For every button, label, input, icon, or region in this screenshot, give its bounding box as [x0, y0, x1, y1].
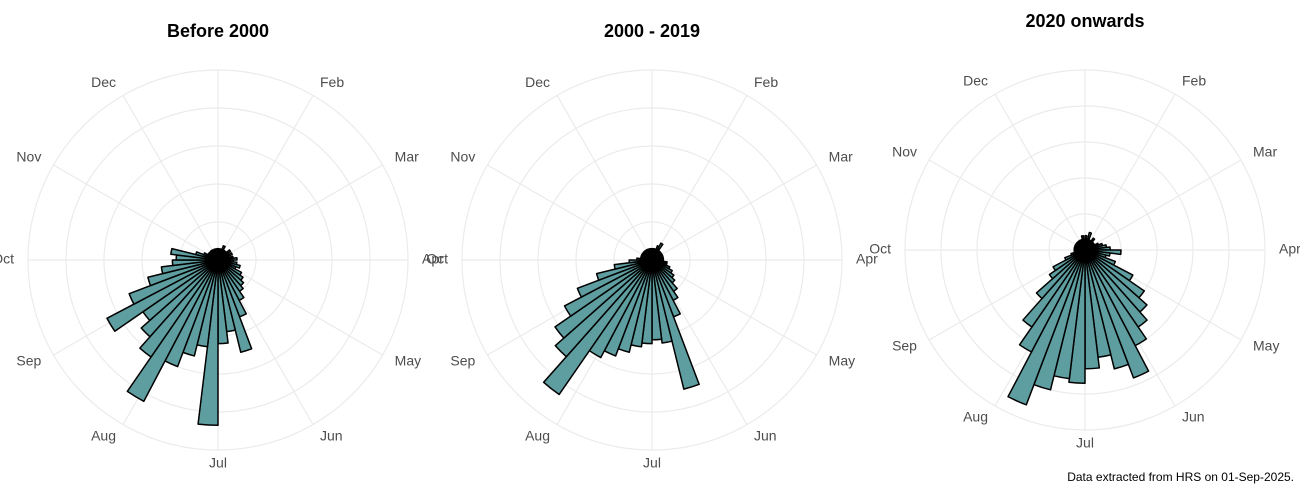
bar: [576, 259, 653, 298]
month-label: May: [1253, 338, 1279, 354]
month-label: Mar: [1253, 144, 1277, 160]
month-label: Jul: [643, 455, 661, 471]
spoke: [994, 93, 1086, 251]
month-label: Dec: [525, 74, 550, 90]
bar: [651, 259, 700, 390]
spoke: [651, 259, 817, 356]
month-label: Mar: [395, 149, 419, 165]
bar: [554, 259, 653, 339]
spoke: [217, 259, 383, 356]
spoke: [217, 95, 314, 261]
month-label: Oct: [869, 241, 891, 257]
spoke: [122, 95, 219, 261]
bar: [147, 259, 219, 287]
bar: [160, 259, 219, 275]
bar: [1082, 238, 1086, 251]
month-label: Jun: [1182, 409, 1205, 425]
month-label: Nov: [16, 149, 41, 165]
month-label: Nov: [892, 144, 917, 160]
month-label: Apr: [1279, 241, 1300, 257]
month-label: Jul: [209, 455, 227, 471]
spoke: [487, 164, 653, 261]
month-label: Jun: [320, 427, 343, 443]
bar: [106, 259, 219, 332]
panel-title: Before 2000: [167, 21, 269, 41]
month-label: Feb: [1182, 73, 1206, 89]
bar: [128, 259, 219, 305]
bar: [554, 259, 653, 358]
bar: [215, 247, 219, 261]
month-label: Jun: [754, 427, 777, 443]
bar: [1084, 249, 1150, 379]
bar: [649, 247, 653, 261]
month-label: Oct: [426, 251, 448, 267]
month-label: May: [829, 353, 855, 369]
bar: [126, 259, 219, 403]
spoke: [217, 164, 383, 261]
panel-title: 2000 - 2019: [604, 21, 700, 41]
month-label: Dec: [963, 73, 988, 89]
spoke: [651, 164, 817, 261]
bar: [217, 259, 253, 353]
month-label: Aug: [963, 409, 988, 425]
month-label: May: [395, 353, 421, 369]
caption: Data extracted from HRS on 01-Sep-2025.: [1067, 470, 1294, 484]
month-label: Dec: [91, 74, 116, 90]
month-label: Sep: [892, 338, 917, 354]
bar: [613, 259, 653, 270]
bar: [542, 259, 653, 396]
bar: [1052, 249, 1086, 272]
month-label: Feb: [754, 74, 778, 90]
bar: [1035, 249, 1086, 300]
bar: [1007, 249, 1086, 406]
month-label: Jul: [1076, 435, 1094, 451]
month-label: Feb: [320, 74, 344, 90]
bar: [651, 259, 673, 344]
bar: [1018, 249, 1086, 353]
bar: [563, 259, 653, 317]
month-label: Oct: [0, 251, 14, 267]
bar: [595, 259, 653, 281]
bar: [140, 259, 219, 338]
spoke: [651, 95, 748, 261]
spoke: [53, 164, 219, 261]
bar: [171, 259, 219, 267]
month-label: Sep: [450, 353, 475, 369]
month-label: Apr: [422, 251, 444, 267]
month-label: Sep: [16, 353, 41, 369]
month-label: Apr: [856, 251, 878, 267]
month-label: Mar: [829, 149, 853, 165]
bar: [139, 259, 219, 358]
bar: [1048, 249, 1086, 280]
spoke: [1084, 159, 1242, 251]
bar: [1084, 249, 1130, 370]
month-label: Aug: [525, 427, 550, 443]
panel-title: 2020 onwards: [1025, 11, 1144, 31]
month-label: Aug: [91, 427, 116, 443]
spoke: [928, 159, 1086, 251]
month-label: Nov: [450, 149, 475, 165]
spoke: [1084, 93, 1176, 251]
spoke: [556, 95, 653, 261]
bar: [1022, 249, 1086, 328]
